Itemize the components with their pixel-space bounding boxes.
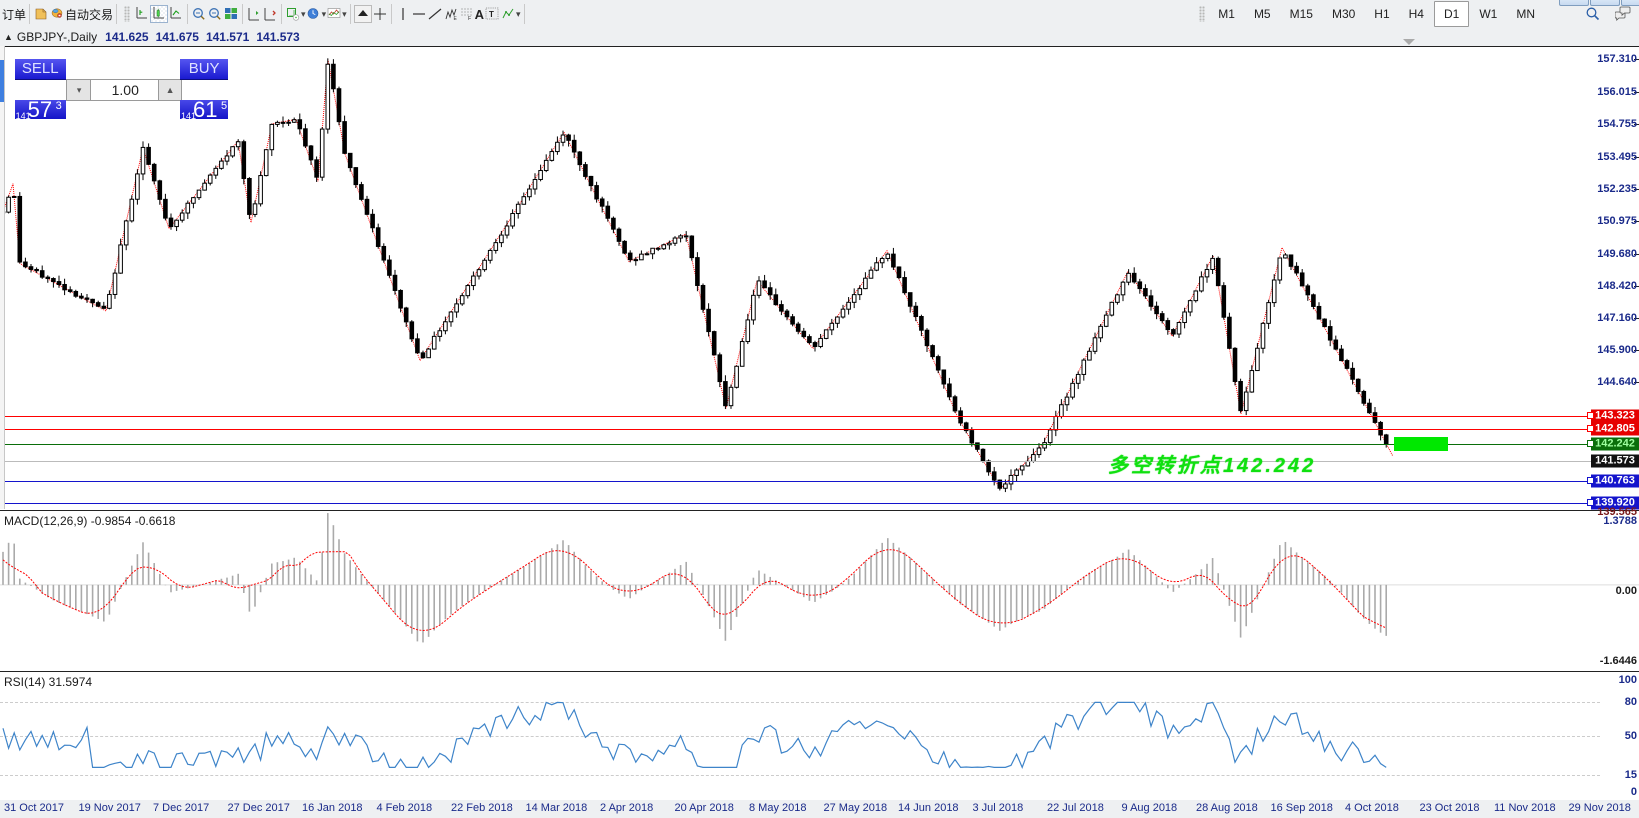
svg-text:T: T — [489, 10, 494, 19]
svg-text:E: E — [453, 16, 457, 22]
svg-text:F: F — [468, 16, 471, 22]
